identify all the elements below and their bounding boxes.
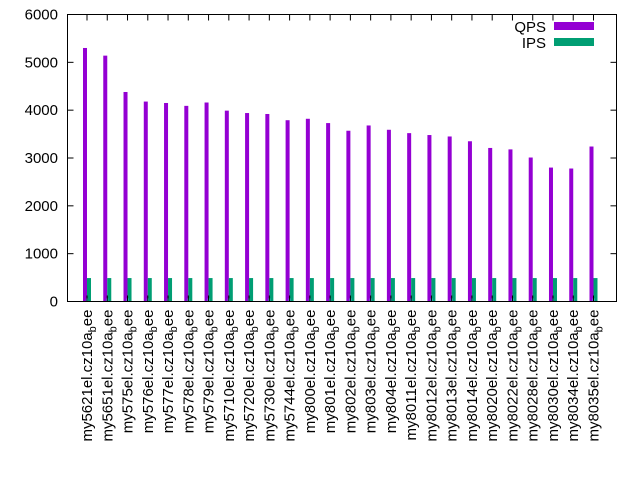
x-tick-label-8: my5720el.cz10abee (241, 310, 261, 442)
x-tick-label-6: my579el.cz10abee (201, 310, 221, 434)
x-tick-label-19: my8014el.cz10abee (464, 310, 484, 442)
bar-qps-15 (386, 129, 391, 302)
bar-qps-21 (508, 149, 513, 302)
x-tick-label-24: my8034el.cz10abee (565, 310, 585, 442)
bar-ips-16 (411, 278, 416, 302)
x-axis: my5621el.cz10abeemy5651el.cz10abeemy575e… (79, 14, 606, 442)
bar-ips-21 (512, 278, 517, 302)
bar-qps-7 (224, 110, 229, 302)
x-tick-label-14: my803el.cz10abee (363, 310, 383, 434)
bar-qps-1 (103, 55, 108, 302)
bar-ips-18 (451, 278, 456, 302)
bar-ips-3 (147, 278, 152, 302)
x-tick-label-1: my5651el.cz10abee (99, 310, 119, 442)
bar-ips-11 (309, 278, 314, 302)
bar-qps-25 (589, 146, 594, 302)
bar-qps-16 (407, 133, 412, 302)
bar-qps-14 (366, 125, 371, 302)
bar-qps-2 (123, 91, 128, 302)
y-tick-label-4: 4000 (25, 102, 58, 119)
bar-qps-24 (569, 168, 574, 302)
x-tick-label-12: my801el.cz10abee (322, 310, 342, 434)
bar-qps-23 (548, 167, 553, 302)
bar-qps-8 (245, 113, 250, 302)
bar-qps-17 (427, 135, 432, 302)
x-tick-label-25: my8035el.cz10abee (586, 310, 606, 442)
bar-qps-5 (184, 105, 189, 302)
legend: QPS IPS (514, 19, 594, 52)
legend-label-ips: IPS (522, 35, 546, 52)
x-tick-label-10: my5744el.cz10abee (282, 310, 302, 442)
x-tick-label-18: my8013el.cz10abee (444, 310, 464, 442)
bar-qps-13 (346, 130, 351, 302)
bar-qps-10 (285, 120, 290, 302)
bar-ips-15 (390, 278, 395, 302)
y-tick-label-0: 0 (50, 294, 58, 311)
legend-label-qps: QPS (514, 19, 546, 36)
bar-qps-19 (467, 141, 472, 302)
x-tick-label-20: my8020el.cz10abee (484, 310, 504, 442)
bar-ips-13 (350, 278, 355, 302)
bar-ips-6 (208, 278, 213, 302)
bar-ips-25 (593, 278, 598, 302)
x-tick-label-2: my575el.cz10abee (120, 310, 140, 434)
plot-frame (67, 14, 617, 302)
legend-swatch-ips (554, 38, 594, 46)
x-tick-label-0: my5621el.cz10abee (79, 310, 99, 442)
y-tick-label-1: 1000 (25, 246, 58, 263)
bar-ips-5 (188, 278, 193, 302)
y-tick-label-2: 2000 (25, 198, 58, 215)
bar-qps-12 (326, 123, 331, 302)
bar-qps-0 (83, 47, 87, 302)
bar-qps-9 (265, 113, 270, 302)
bar-ips-20 (492, 278, 497, 302)
bar-ips-12 (330, 278, 335, 302)
bar-qps-20 (488, 147, 493, 302)
bar-ips-19 (471, 278, 476, 302)
y-tick-label-5: 5000 (25, 54, 58, 71)
bar-ips-2 (127, 278, 132, 302)
bar-qps-6 (204, 102, 209, 302)
bar-ips-9 (269, 278, 274, 302)
x-tick-label-11: my800el.cz10abee (302, 310, 322, 434)
bar-ips-24 (573, 278, 578, 302)
y-axis: 0 1000 2000 3000 4000 5000 6000 (25, 7, 617, 311)
x-tick-label-23: my8030el.cz10abee (545, 310, 565, 442)
x-tick-label-9: my5730el.cz10abee (261, 310, 281, 442)
x-tick-label-7: my5710el.cz10abee (221, 310, 241, 442)
bar-ips-8 (249, 278, 254, 302)
bar-qps-11 (305, 118, 310, 302)
x-tick-label-5: my578el.cz10abee (180, 310, 200, 434)
bar-ips-1 (107, 278, 112, 302)
bar-ips-23 (552, 278, 557, 302)
x-tick-label-16: my8011el.cz10abee (403, 310, 423, 441)
bar-ips-4 (168, 278, 173, 302)
bar-qps-4 (164, 102, 169, 302)
bar-ips-14 (370, 278, 375, 302)
bar-qps-22 (528, 157, 533, 302)
bar-ips-0 (87, 278, 91, 302)
x-tick-label-13: my802el.cz10abee (342, 310, 362, 434)
y-tick-label-3: 3000 (25, 150, 58, 167)
x-tick-label-22: my8028el.cz10abee (525, 310, 545, 442)
bar-qps-18 (447, 136, 452, 302)
bars-layer (83, 47, 598, 302)
bar-ips-17 (431, 278, 436, 302)
bar-ips-22 (532, 278, 537, 302)
x-tick-label-3: my576el.cz10abee (140, 310, 160, 434)
x-tick-label-21: my8022el.cz10abee (504, 310, 524, 442)
bar-ips-7 (228, 278, 233, 302)
x-tick-label-15: my804el.cz10abee (383, 310, 403, 434)
x-tick-label-17: my8012el.cz10abee (423, 310, 443, 442)
y-tick-label-6: 6000 (25, 7, 58, 24)
bar-qps-3 (143, 101, 148, 302)
bar-ips-10 (289, 278, 294, 302)
x-tick-label-4: my577el.cz10abee (160, 310, 180, 434)
legend-swatch-qps (554, 22, 594, 30)
